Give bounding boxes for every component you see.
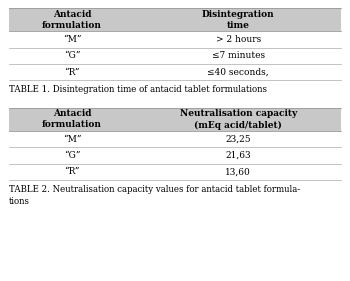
Bar [9,164,341,180]
Text: “R”: “R” [64,167,80,176]
Text: 21,63: 21,63 [225,151,251,160]
Text: Antacid
formulation: Antacid formulation [42,109,102,130]
Bar [9,48,341,64]
Text: 23,25: 23,25 [225,135,251,144]
Text: Disintegration
time: Disintegration time [202,10,274,30]
Text: “G”: “G” [64,51,80,60]
Text: > 2 hours: > 2 hours [216,35,261,44]
Text: “R”: “R” [64,68,80,77]
Text: “M”: “M” [63,135,81,144]
Text: “G”: “G” [64,151,80,160]
Bar [9,108,341,131]
Text: ≤7 minutes: ≤7 minutes [212,51,265,60]
Text: Antacid
formulation: Antacid formulation [42,10,102,30]
Text: TABLE 1. Disintegration time of antacid tablet formulations: TABLE 1. Disintegration time of antacid … [9,85,267,94]
Bar [9,64,341,80]
Bar [9,147,341,164]
Text: TABLE 2. Neutralisation capacity values for antacid tablet formula-
tions: TABLE 2. Neutralisation capacity values … [9,185,300,206]
Bar [9,31,341,48]
Text: ≤40 seconds,: ≤40 seconds, [207,68,269,77]
Bar [9,8,341,31]
Bar [9,131,341,147]
Text: 13,60: 13,60 [225,167,251,176]
Text: “M”: “M” [63,35,81,44]
Text: Neutralisation capacity
(mEq acid/tablet): Neutralisation capacity (mEq acid/tablet… [180,109,297,130]
